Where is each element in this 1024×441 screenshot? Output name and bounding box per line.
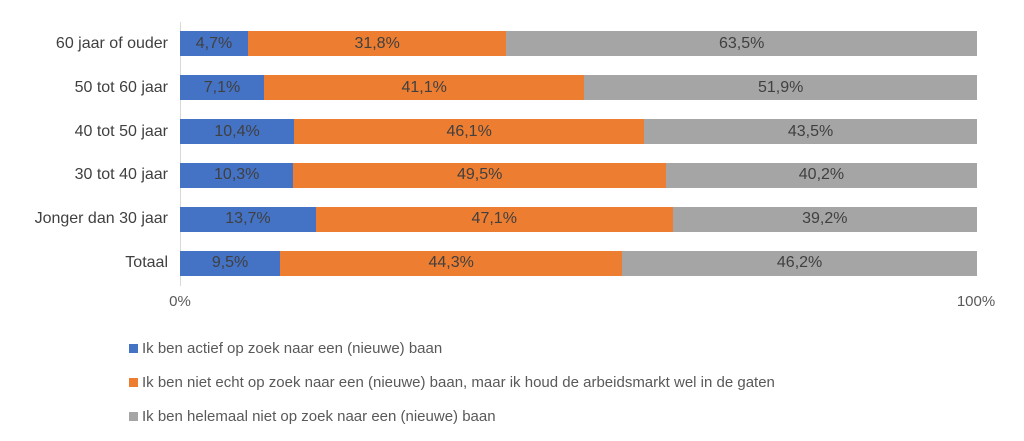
bar-segment: 49,5% bbox=[293, 162, 666, 188]
legend-item: Ik ben niet echt op zoek naar een (nieuw… bbox=[129, 365, 775, 399]
chart-row: 60 jaar of ouder 4,7% 31,8% 63,5% bbox=[0, 22, 977, 66]
legend-label: Ik ben helemaal niet op zoek naar een (n… bbox=[142, 407, 496, 425]
bar-segment: 40,2% bbox=[665, 162, 977, 188]
bar-segment: 43,5% bbox=[644, 119, 977, 145]
data-label: 46,2% bbox=[776, 254, 823, 272]
plot-area: 60 jaar of ouder 4,7% 31,8% 63,5% 50 tot 60 … bbox=[0, 22, 977, 285]
data-label: 13,7% bbox=[225, 210, 271, 228]
legend-swatch-icon bbox=[129, 343, 138, 353]
chart-row: Totaal 9,5% 44,3% 46,2% bbox=[0, 241, 977, 285]
category-label: 40 tot 50 jaar bbox=[74, 122, 168, 140]
data-label: 4,7% bbox=[195, 34, 233, 52]
data-label: 47,1% bbox=[471, 210, 517, 228]
legend-label: Ik ben niet echt op zoek naar een (nieuw… bbox=[142, 373, 775, 391]
chart-row: 50 tot 60 jaar 7,1% 41,1% 51,9% bbox=[0, 66, 977, 110]
bar-segment: 13,7% bbox=[180, 206, 316, 232]
bar-segment: 44,3% bbox=[280, 250, 623, 276]
bar-segment: 46,2% bbox=[622, 250, 977, 276]
chart-row: 30 tot 40 jaar 10,3% 49,5% 40,2% bbox=[0, 153, 977, 197]
bar-segment: 47,1% bbox=[315, 206, 673, 232]
y-axis-line bbox=[180, 22, 181, 286]
stacked-bar: 13,7% 47,1% 39,2% bbox=[180, 206, 977, 232]
data-label: 51,9% bbox=[757, 78, 804, 96]
data-label: 43,5% bbox=[787, 122, 834, 140]
data-label: 7,1% bbox=[203, 78, 241, 96]
bar-segment: 63,5% bbox=[506, 31, 977, 57]
data-label: 10,3% bbox=[214, 166, 260, 184]
bar-segment: 10,3% bbox=[180, 162, 294, 188]
data-label: 41,1% bbox=[401, 78, 447, 96]
bar-segment: 4,7% bbox=[180, 31, 248, 57]
x-axis-tick-max: 100% bbox=[956, 293, 996, 310]
data-label: 49,5% bbox=[457, 166, 503, 184]
category-label: 30 tot 40 jaar bbox=[74, 166, 168, 184]
data-label: 39,2% bbox=[802, 210, 848, 228]
legend: Ik ben actief op zoek naar een (nieuwe) … bbox=[129, 331, 775, 433]
category-label: Jonger dan 30 jaar bbox=[34, 210, 168, 228]
category-label: 50 tot 60 jaar bbox=[74, 78, 168, 96]
x-axis-tick-min: 0% bbox=[169, 293, 191, 310]
data-label: 46,1% bbox=[446, 122, 492, 140]
bar-segment: 9,5% bbox=[180, 250, 281, 276]
legend-swatch-icon bbox=[129, 411, 138, 421]
bar-segment: 41,1% bbox=[263, 75, 585, 101]
bar-segment: 10,4% bbox=[180, 119, 295, 145]
stacked-bar: 10,4% 46,1% 43,5% bbox=[180, 119, 977, 145]
legend-item: Ik ben actief op zoek naar een (nieuwe) … bbox=[129, 331, 775, 365]
bar-segment: 46,1% bbox=[294, 119, 645, 145]
legend-swatch-icon bbox=[129, 377, 138, 387]
chart-row: Jonger dan 30 jaar 13,7% 47,1% 39,2% bbox=[0, 197, 977, 241]
stacked-bar: 9,5% 44,3% 46,2% bbox=[180, 250, 977, 276]
data-label: 9,5% bbox=[211, 254, 249, 272]
data-label: 63,5% bbox=[718, 34, 765, 52]
legend-item: Ik ben helemaal niet op zoek naar een (n… bbox=[129, 399, 775, 433]
stacked-bar: 7,1% 41,1% 51,9% bbox=[180, 75, 977, 101]
category-label: 60 jaar of ouder bbox=[55, 34, 168, 52]
category-label: Totaal bbox=[125, 254, 168, 272]
data-label: 40,2% bbox=[798, 166, 845, 184]
data-label: 44,3% bbox=[428, 254, 474, 272]
chart-row: 40 tot 50 jaar 10,4% 46,1% 43,5% bbox=[0, 110, 977, 154]
bar-segment: 39,2% bbox=[672, 206, 977, 232]
data-label: 10,4% bbox=[214, 122, 260, 140]
bar-segment: 51,9% bbox=[584, 75, 977, 101]
bar-segment: 7,1% bbox=[180, 75, 264, 101]
legend-label: Ik ben actief op zoek naar een (nieuwe) … bbox=[142, 339, 443, 357]
bar-segment: 31,8% bbox=[247, 31, 507, 57]
stacked-bar: 10,3% 49,5% 40,2% bbox=[180, 162, 977, 188]
stacked-bar: 4,7% 31,8% 63,5% bbox=[180, 31, 977, 57]
data-label: 31,8% bbox=[354, 34, 400, 52]
